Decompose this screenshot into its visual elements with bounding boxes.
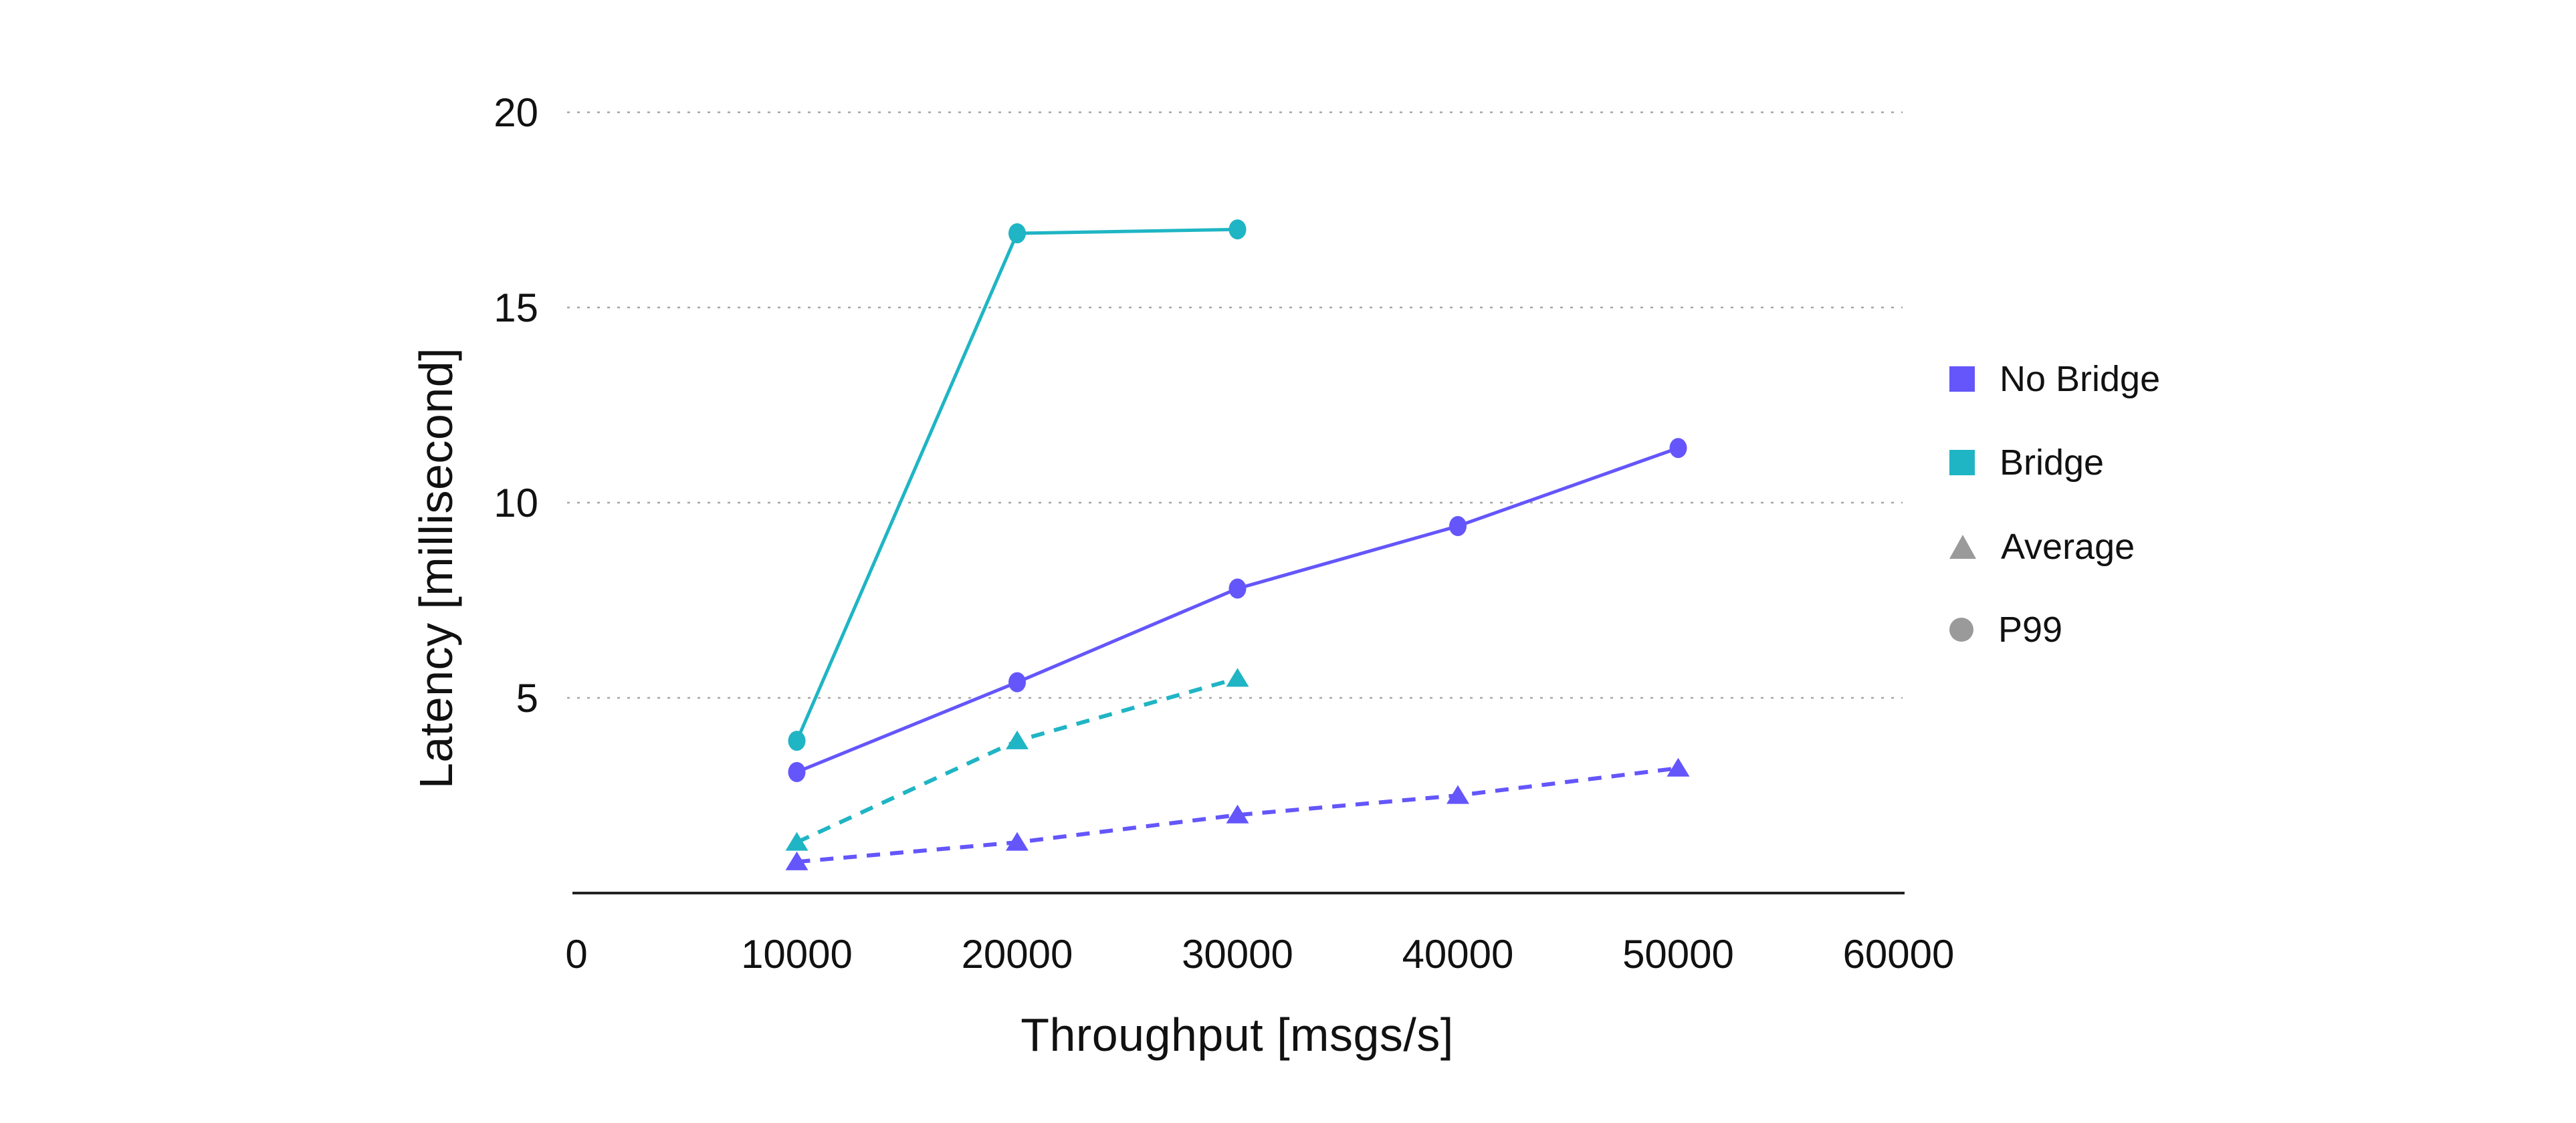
x-tick-label: 20000 — [962, 932, 1073, 977]
data-point-circle — [1228, 219, 1247, 240]
data-point-circle — [1008, 223, 1026, 244]
series-line-bridge-p99 — [795, 227, 1238, 742]
series-line-bridge-average — [796, 676, 1239, 844]
x-tick-label: 30000 — [1182, 932, 1293, 977]
average-triangle-icon — [1949, 535, 1976, 559]
legend-item-no-bridge: No Bridge — [1949, 358, 2160, 400]
series-line-no-bridge-p99 — [796, 446, 1679, 774]
x-tick-label: 40000 — [1402, 932, 1514, 977]
y-tick-label: 20 — [494, 90, 538, 135]
y-tick-label: 5 — [516, 676, 538, 721]
x-tick-label: 0 — [565, 932, 587, 977]
x-tick-label: 10000 — [741, 932, 853, 977]
data-point-triangle — [785, 851, 809, 870]
data-point-circle — [788, 731, 806, 751]
data-point-triangle — [785, 832, 809, 851]
data-point-triangle — [1006, 832, 1029, 851]
legend-label: P99 — [1998, 610, 2063, 650]
data-point-triangle — [1226, 668, 1249, 687]
legend-label: No Bridge — [2000, 359, 2161, 399]
data-point-circle — [788, 761, 806, 782]
data-point-circle — [1008, 672, 1026, 693]
no-bridge-square-icon — [1949, 366, 1975, 392]
legend-label: Average — [2001, 527, 2135, 567]
p99-circle-icon — [1949, 618, 1973, 642]
x-tick-label: 60000 — [1843, 932, 1955, 977]
data-point-triangle — [1446, 785, 1469, 804]
legend-item-average: Average — [1949, 525, 2135, 568]
legend-item-p99: P99 — [1949, 608, 2062, 651]
y-axis-title: Latency [millisecond] — [410, 347, 462, 789]
legend-item-bridge: Bridge — [1949, 441, 2104, 484]
data-point-circle — [1228, 578, 1247, 599]
bridge-square-icon — [1949, 450, 1975, 475]
data-point-circle — [1669, 438, 1687, 459]
data-point-triangle — [1226, 804, 1249, 824]
y-tick-label: 15 — [494, 285, 538, 330]
data-point-triangle — [1006, 730, 1029, 749]
x-tick-label: 50000 — [1622, 932, 1734, 977]
x-axis-title: Throughput [msgs/s] — [1021, 1009, 1454, 1061]
legend-label: Bridge — [2000, 443, 2105, 483]
data-point-circle — [1449, 516, 1467, 537]
data-point-triangle — [1667, 757, 1690, 777]
series-line-no-bridge-average — [796, 766, 1679, 864]
y-tick-label: 10 — [494, 481, 538, 525]
